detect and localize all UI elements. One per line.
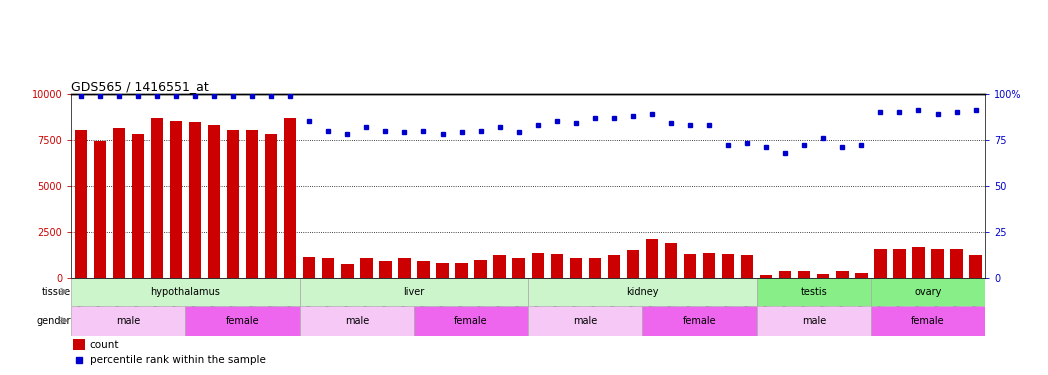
Bar [757,306,871,336]
Bar [132,134,144,278]
Bar [760,275,772,278]
Text: female: female [682,316,717,326]
Bar [74,130,87,278]
Bar [246,130,258,278]
Bar [93,141,106,278]
Bar [893,249,905,278]
Text: testis: testis [801,286,827,297]
Bar [71,278,300,306]
Text: male: male [345,316,369,326]
Bar [300,278,528,306]
Bar [779,271,791,278]
Text: female: female [454,316,488,326]
Bar [969,255,982,278]
Text: female: female [911,316,945,326]
Bar [398,258,411,278]
Bar [300,306,414,336]
Text: hypothalamus: hypothalamus [151,286,220,297]
Bar [855,273,868,278]
Bar [722,254,735,278]
Text: kidney: kidney [626,286,659,297]
Bar [456,263,467,278]
Bar [570,258,582,278]
Bar [528,306,642,336]
Bar [73,339,85,350]
Bar [836,271,849,278]
Text: ovary: ovary [914,286,942,297]
Bar [185,306,300,336]
Text: GDS565 / 1416551_at: GDS565 / 1416551_at [71,80,209,93]
Text: male: male [116,316,140,326]
Bar [608,255,620,278]
Bar [303,257,315,278]
Bar [379,261,392,278]
Bar [664,243,677,278]
Bar [871,306,985,336]
Bar [208,125,220,278]
Text: male: male [573,316,597,326]
Bar [550,254,563,278]
Bar [71,306,185,336]
Text: liver: liver [403,286,424,297]
Bar [642,306,757,336]
Bar [417,261,430,278]
Text: gender: gender [37,316,71,326]
Bar [932,249,943,278]
Bar [627,250,639,278]
Bar [703,253,715,278]
Text: percentile rank within the sample: percentile rank within the sample [89,355,265,365]
Text: female: female [225,316,260,326]
Bar [913,247,924,278]
Bar [265,134,278,278]
Bar [871,278,985,306]
Bar [475,260,486,278]
Bar [589,258,601,278]
Bar [684,254,696,278]
Bar [170,121,182,278]
Bar [414,306,528,336]
Bar [646,239,658,278]
Bar [284,118,297,278]
Bar [528,278,757,306]
Bar [757,278,871,306]
Bar [113,128,125,278]
Bar [951,249,963,278]
Bar [322,258,334,278]
Bar [151,118,163,278]
Bar [189,122,201,278]
Text: male: male [802,316,826,326]
Bar [512,258,525,278]
Bar [361,258,372,278]
Bar [342,264,353,278]
Bar [874,249,887,278]
Text: tissue: tissue [42,286,71,297]
Bar [531,253,544,278]
Bar [817,274,829,278]
Bar [741,255,754,278]
Text: count: count [89,340,119,350]
Bar [799,271,810,278]
Bar [494,255,506,278]
Bar [436,263,449,278]
Bar [227,130,239,278]
